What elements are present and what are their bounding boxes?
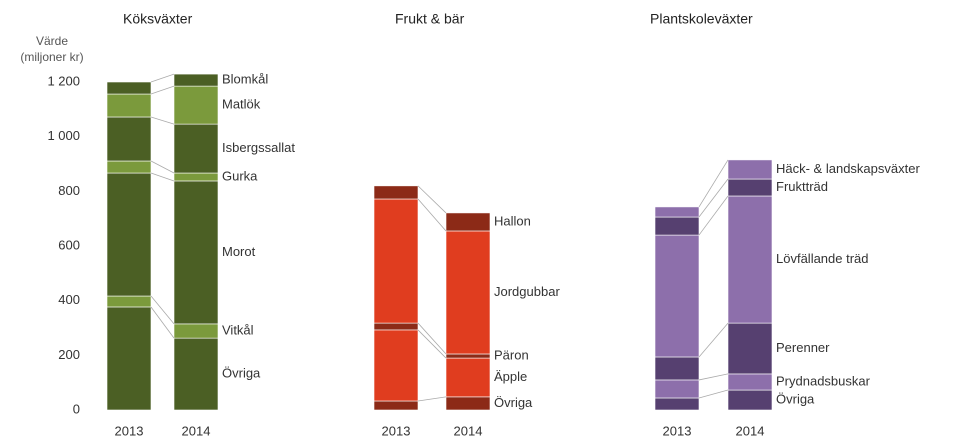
bar-segment (654, 234, 700, 358)
bar-segment (106, 306, 152, 411)
bar-segment (173, 85, 219, 125)
segment-label: Övriga (776, 391, 815, 406)
segment-label: Hallon (494, 213, 531, 228)
segment-label: Äpple (494, 369, 527, 384)
segment-label: Lövfällande träd (776, 251, 869, 266)
segment-label: Morot (222, 244, 256, 259)
bar-segment (373, 329, 419, 402)
bar-segment (445, 396, 491, 411)
segment-label: Prydnadsbuskar (776, 373, 871, 388)
connector (150, 73, 175, 83)
connector (698, 159, 729, 208)
bar-segment (106, 81, 152, 95)
y-axis-label: (miljoner kr) (20, 50, 83, 64)
bar-segment (106, 93, 152, 118)
bar-segment (173, 123, 219, 174)
segment-label: Fruktträd (776, 179, 828, 194)
segment-label: Gurka (222, 168, 258, 183)
segment-label: Övriga (222, 365, 261, 380)
panel-title: Plantskoleväxter (650, 11, 753, 27)
y-tick-label: 400 (58, 292, 80, 307)
bar-segment (173, 180, 219, 325)
segment-label: Isbergssallat (222, 140, 295, 155)
segment-label: Vitkål (222, 322, 254, 337)
bar-segment (445, 212, 491, 232)
bar-segment (727, 178, 773, 197)
bar-segment (445, 353, 491, 359)
bar-segment (106, 295, 152, 308)
connector (698, 195, 729, 236)
x-tick-label: 2013 (663, 423, 692, 437)
bar-segment (445, 357, 491, 398)
bar-segment (654, 356, 700, 381)
segment-label: Perenner (776, 340, 830, 355)
bar-segment (373, 400, 419, 411)
panel-title: Köksväxter (123, 11, 193, 27)
y-tick-label: 1 000 (47, 128, 80, 143)
connector (150, 160, 175, 174)
connector (698, 322, 729, 358)
bar-segment (654, 379, 700, 399)
x-tick-label: 2013 (115, 423, 144, 437)
connector (417, 322, 447, 355)
segment-label: Matlök (222, 97, 261, 112)
bar-segment (106, 116, 152, 162)
connector (698, 373, 729, 381)
x-tick-label: 2014 (454, 423, 483, 437)
y-tick-label: 0 (73, 401, 80, 416)
connector (417, 329, 447, 359)
connector (417, 185, 447, 214)
panel-title: Frukt & bär (395, 11, 465, 27)
y-tick-label: 1 200 (47, 73, 80, 88)
bar-segment (727, 159, 773, 180)
bar-segment (106, 172, 152, 297)
connector (150, 172, 175, 182)
bar-segment (727, 322, 773, 375)
bar-segment (727, 195, 773, 324)
x-tick-label: 2014 (736, 423, 765, 437)
connector (150, 306, 175, 339)
y-axis-label: Värde (36, 34, 68, 48)
y-tick-label: 600 (58, 237, 80, 252)
bar-segment (173, 172, 219, 182)
y-tick-label: 800 (58, 183, 80, 198)
x-tick-label: 2014 (182, 423, 211, 437)
connector (698, 389, 729, 399)
connector (150, 116, 175, 125)
bar-segment (654, 397, 700, 411)
segment-label: Övriga (494, 395, 533, 410)
y-tick-label: 200 (58, 347, 80, 362)
connector (417, 198, 447, 232)
bar-segment (654, 206, 700, 218)
segment-label: Blomkål (222, 72, 268, 87)
bar-segment (173, 323, 219, 339)
bar-segment (173, 73, 219, 87)
segment-label: Päron (494, 347, 529, 362)
bar-segment (445, 230, 491, 355)
bar-segment (727, 389, 773, 411)
bar-segment (106, 160, 152, 174)
bar-segment (373, 185, 419, 200)
bar-segment (373, 322, 419, 331)
bar-segment (654, 216, 700, 236)
segment-label: Häck- & landskapsväxter (776, 161, 920, 176)
bar-segment (373, 198, 419, 324)
connector (150, 295, 175, 325)
bar-segment (727, 373, 773, 391)
connector (150, 85, 175, 95)
segment-label: Jordgubbar (494, 284, 560, 299)
x-tick-label: 2013 (382, 423, 411, 437)
connector (417, 396, 447, 402)
bar-segment (173, 337, 219, 411)
connector (698, 178, 729, 218)
